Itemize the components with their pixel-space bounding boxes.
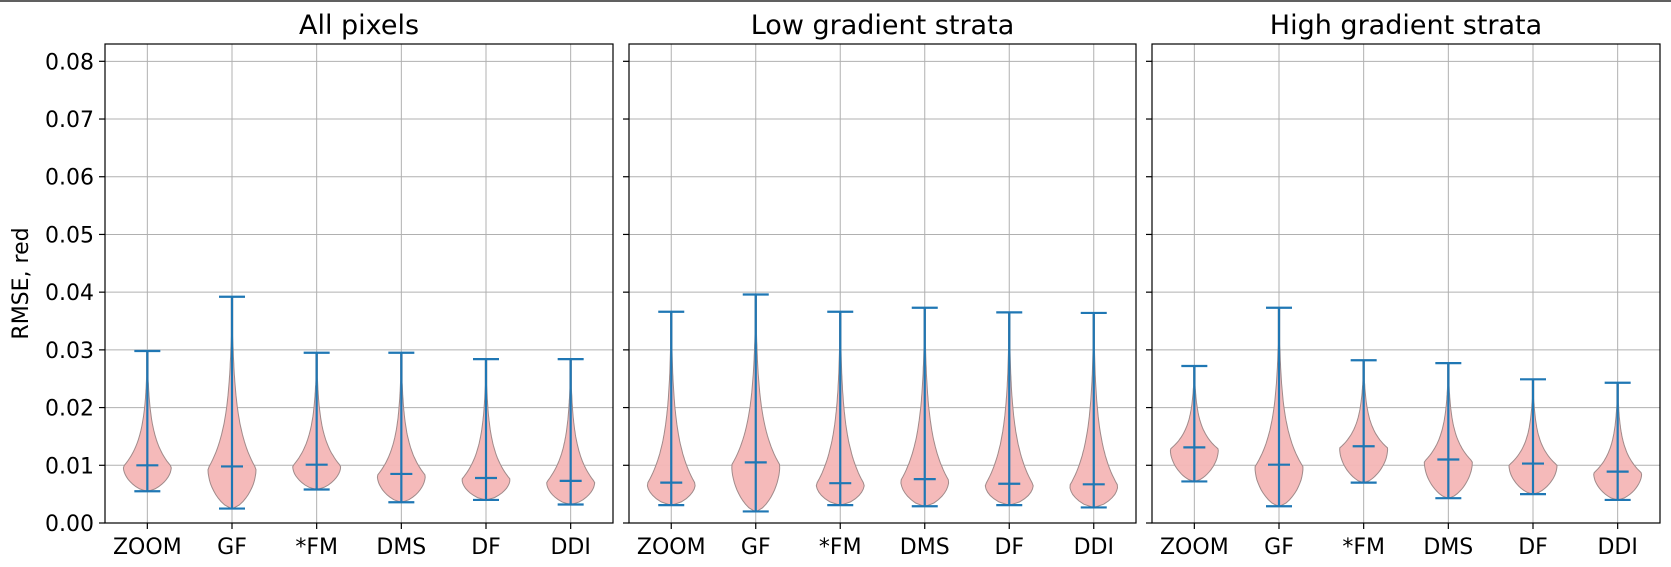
x-tick-label: DMS [376,535,426,560]
y-axis-label: RMSE, red [9,227,34,339]
panel-title: High gradient strata [1270,10,1542,41]
x-tick-label: DF [994,535,1024,560]
x-tick-label: *FM [1342,535,1385,560]
x-tick-label: *FM [295,535,338,560]
panel-2: ZOOM GF *FM DMS DF DDI Low gradient strata [623,10,1137,560]
x-tick-label: DMS [900,535,950,560]
y-tick-label: 0.01 [45,454,94,479]
y-tick-label: 0.04 [45,281,94,306]
x-tick-label: ZOOM [113,535,182,560]
x-tick-label: DDI [1074,535,1114,560]
panel-frame [628,43,1137,524]
y-tick-label: 0.06 [45,166,94,191]
x-tick-label: ZOOM [637,535,706,560]
x-tick-label: GF [217,535,247,560]
x-tick-label: DF [1518,535,1548,560]
panel-3: ZOOM GF *FM DMS DF DDI High gradient strata [1146,10,1661,560]
x-tick-label: DMS [1423,535,1473,560]
y-tick-label: 0.07 [45,108,94,133]
y-tick-label: 0.00 [45,512,94,537]
panel-frame [104,43,614,524]
y-tick-label: 0.05 [45,223,94,248]
x-tick-label: DF [471,535,501,560]
panel-title: All pixels [299,10,419,41]
y-tick-label: 0.02 [45,397,94,422]
x-tick-label: DDI [550,535,590,560]
panel-frame [1151,43,1661,524]
x-tick-label: *FM [819,535,862,560]
panel-title: Low gradient strata [751,10,1015,41]
x-tick-label: DDI [1597,535,1637,560]
x-tick-label: GF [741,535,771,560]
panel-1: 0.00 0.01 0.02 0.03 0.04 0.05 0.06 0.07 0.08 ZOOM… [45,10,614,560]
x-tick-label: ZOOM [1160,535,1229,560]
y-tick-label: 0.03 [45,339,94,364]
y-tick-label: 0.08 [45,50,94,75]
x-tick-label: GF [1264,535,1294,560]
